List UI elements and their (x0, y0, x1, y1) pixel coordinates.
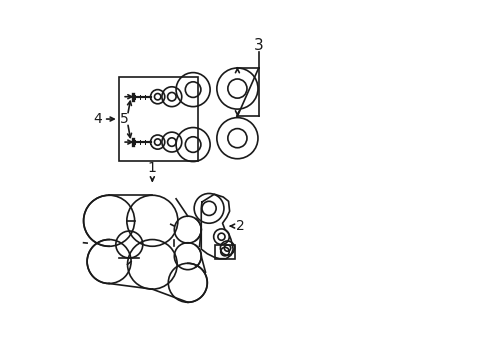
Bar (119, 77, 198, 161)
Text: 1: 1 (147, 161, 157, 175)
Text: 2: 2 (235, 219, 244, 233)
Text: 5: 5 (120, 112, 128, 126)
Text: 3: 3 (253, 38, 263, 53)
Text: 4: 4 (93, 112, 102, 126)
Bar (215, 244, 234, 259)
